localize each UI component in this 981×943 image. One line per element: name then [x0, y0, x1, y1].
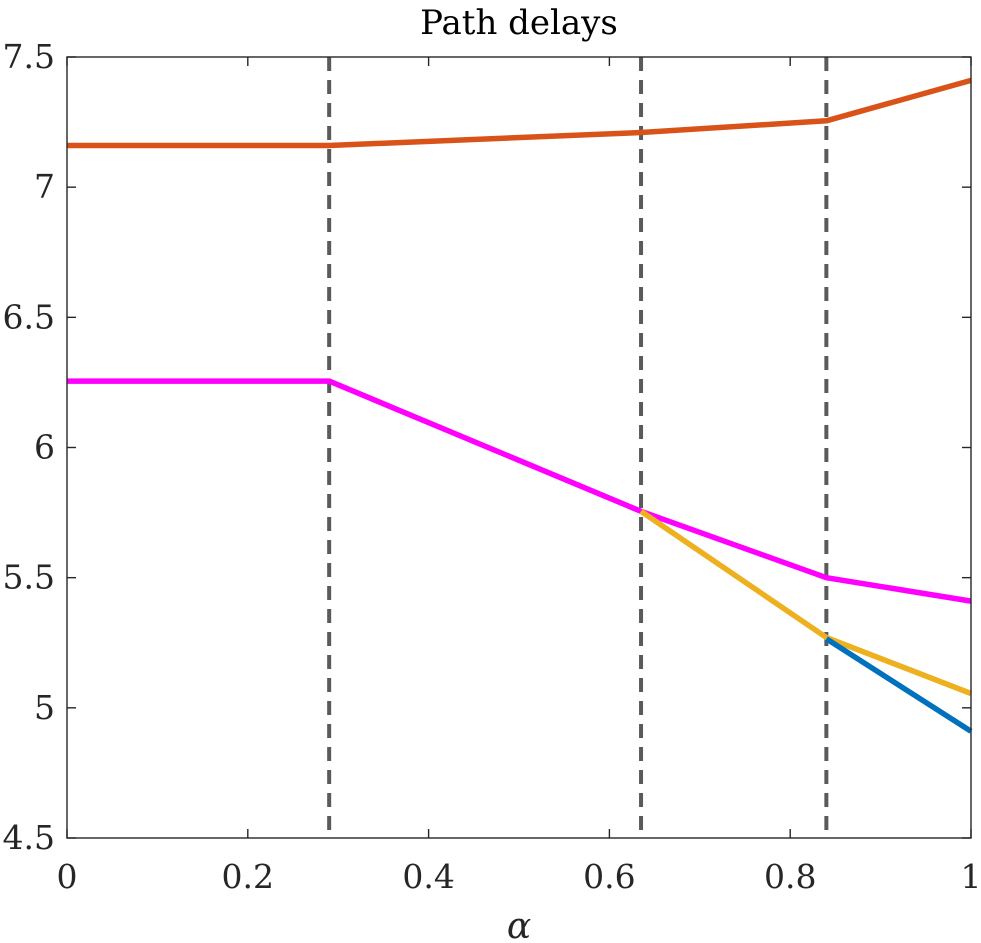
y-tick-label: 4.5 [3, 818, 55, 857]
x-tick-label: 0.8 [764, 857, 816, 896]
y-tick-labels: 4.5 5 5.5 6 6.5 7 7.5 [3, 37, 55, 857]
x-tick-label: 0.2 [222, 857, 274, 896]
y-tick-label: 5 [34, 688, 55, 727]
x-tick-label: 0 [57, 857, 78, 896]
x-tick-labels: 0 0.2 0.4 0.6 0.8 1 [57, 857, 981, 896]
vertical-markers [327, 57, 829, 838]
series-line-0 [67, 77, 972, 149]
x-tick-label: 0.4 [402, 857, 454, 896]
x-tick-label: 0.6 [583, 857, 635, 896]
plot-frame [66, 56, 972, 839]
series-line-3 [824, 636, 973, 734]
y-tick-label: 6 [34, 428, 55, 467]
x-axis-label: α [507, 906, 531, 943]
series-line-2 [639, 509, 972, 697]
y-tick-label: 7 [34, 167, 55, 206]
y-tick-label: 5.5 [3, 558, 55, 597]
y-tick-label: 7.5 [3, 37, 55, 76]
series-line-1 [67, 378, 972, 604]
series-lines [67, 77, 973, 734]
chart-title: Path delays [420, 3, 618, 43]
axis-ticks [66, 56, 972, 839]
y-tick-label: 6.5 [3, 297, 55, 336]
x-tick-label: 1 [961, 857, 981, 896]
